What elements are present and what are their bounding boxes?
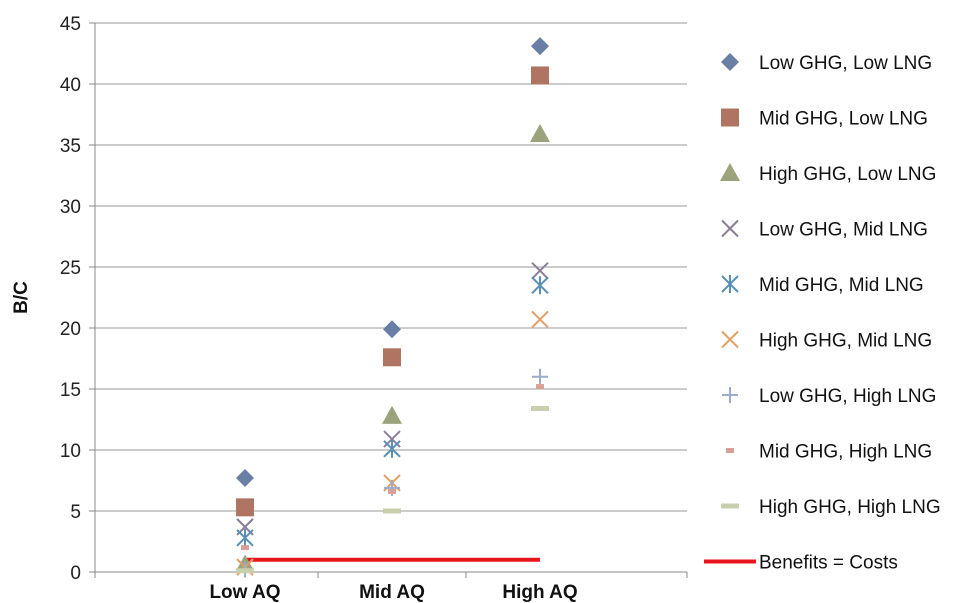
data-point — [383, 320, 401, 339]
legend-label: Low GHG, Low LNG — [759, 53, 932, 74]
legend-item: Benefits = Costs — [704, 553, 898, 574]
legend-label: Low GHG, High LNG — [759, 386, 936, 407]
legend-item: Low GHG, Low LNG — [721, 53, 932, 74]
data-point — [531, 310, 549, 329]
y-tick-label: 0 — [70, 563, 81, 584]
data-points — [235, 37, 550, 578]
y-tick-label: 15 — [60, 380, 81, 401]
y-tick-label: 25 — [60, 258, 81, 279]
marker-shape — [236, 528, 254, 547]
data-point — [532, 368, 548, 385]
legend-label: Low GHG, Mid LNG — [759, 220, 928, 241]
data-point — [536, 384, 544, 390]
y-tick-label: 45 — [60, 14, 81, 35]
legend-marker — [721, 108, 739, 127]
y-tick-label: 35 — [60, 136, 81, 157]
legend-item: Mid GHG, Mid LNG — [721, 275, 924, 296]
y-axis-label: B/C — [11, 281, 32, 314]
y-tick-label: 30 — [60, 197, 81, 218]
marker-shape — [236, 568, 254, 574]
legend-item: High GHG, Low LNG — [720, 163, 936, 185]
marker-shape — [241, 545, 249, 551]
legend-label: High GHG, High LNG — [759, 497, 941, 518]
legend-marker — [726, 448, 734, 453]
data-point — [531, 66, 549, 85]
marker-shape — [720, 163, 740, 181]
x-category-labels: Low AQ Mid AQ High AQ — [209, 582, 577, 603]
legend-marker — [720, 163, 740, 181]
x-category-label: Mid AQ — [359, 582, 425, 603]
legend-item: High GHG, Mid LNG — [721, 330, 932, 352]
legend-label: High GHG, Mid LNG — [759, 331, 932, 352]
data-point — [383, 439, 401, 458]
legend-marker — [721, 53, 739, 71]
marker-shape — [531, 37, 549, 56]
legend-label: Benefits = Costs — [759, 553, 898, 574]
marker-shape — [531, 310, 549, 329]
marker-shape — [536, 384, 544, 390]
marker-shape — [721, 219, 739, 238]
marker-shape — [382, 405, 402, 424]
legend-label: Mid GHG, High LNG — [759, 442, 932, 463]
marker-shape — [721, 53, 739, 71]
marker-shape — [721, 108, 739, 127]
marker-shape — [722, 387, 738, 403]
marker-shape — [721, 503, 739, 509]
marker-shape — [531, 276, 549, 295]
marker-shape — [383, 508, 401, 514]
legend-marker — [721, 330, 739, 349]
legend-item: Low GHG, High LNG — [722, 386, 936, 407]
data-point — [236, 469, 254, 488]
legend-marker — [722, 387, 738, 403]
data-point — [383, 508, 401, 514]
legend-item: Mid GHG, Low LNG — [721, 108, 928, 130]
legend-label: High GHG, Low LNG — [759, 164, 936, 185]
marker-shape — [383, 439, 401, 458]
marker-shape — [236, 498, 254, 517]
marker-shape — [236, 469, 254, 488]
data-point — [382, 405, 402, 424]
marker-shape — [532, 368, 548, 385]
x-category-label: High AQ — [502, 582, 577, 603]
legend: Low GHG, Low LNG Mid GHG, Low LNG High GHG… — [704, 53, 941, 574]
marker-shape — [721, 330, 739, 349]
axes — [94, 23, 688, 578]
marker-shape — [531, 261, 549, 280]
data-point — [531, 261, 549, 280]
data-point — [531, 276, 549, 295]
data-point — [388, 488, 396, 494]
legend-marker — [721, 219, 739, 238]
legend-item: High GHG, High LNG — [721, 497, 941, 518]
data-point — [530, 124, 550, 143]
data-point — [236, 528, 254, 547]
marker-shape — [383, 348, 401, 367]
marker-shape — [726, 448, 734, 453]
x-category-label: Low AQ — [209, 582, 280, 603]
legend-item: Low GHG, Mid LNG — [721, 219, 928, 241]
marker-shape — [531, 66, 549, 85]
y-tick-label: 20 — [60, 319, 81, 340]
legend-marker — [721, 275, 739, 293]
y-tick-label: 5 — [70, 502, 81, 523]
legend-label: Mid GHG, Low LNG — [759, 109, 928, 130]
y-tick-labels: 0 5 10 15 20 25 30 35 40 45 — [60, 14, 81, 584]
data-point — [383, 348, 401, 367]
marker-shape — [531, 406, 549, 412]
data-point — [236, 498, 254, 517]
legend-marker — [721, 503, 739, 509]
gridlines — [89, 22, 687, 573]
legend-item: Mid GHG, High LNG — [726, 442, 932, 463]
legend-label: Mid GHG, Mid LNG — [759, 275, 924, 296]
marker-shape — [383, 320, 401, 339]
data-point — [531, 406, 549, 412]
y-tick-label: 10 — [60, 441, 81, 462]
data-point — [241, 545, 249, 551]
marker-shape — [388, 488, 396, 494]
marker-shape — [721, 275, 739, 293]
marker-shape — [530, 124, 550, 143]
data-point — [531, 37, 549, 56]
data-point — [236, 568, 254, 574]
y-tick-label: 40 — [60, 75, 81, 96]
